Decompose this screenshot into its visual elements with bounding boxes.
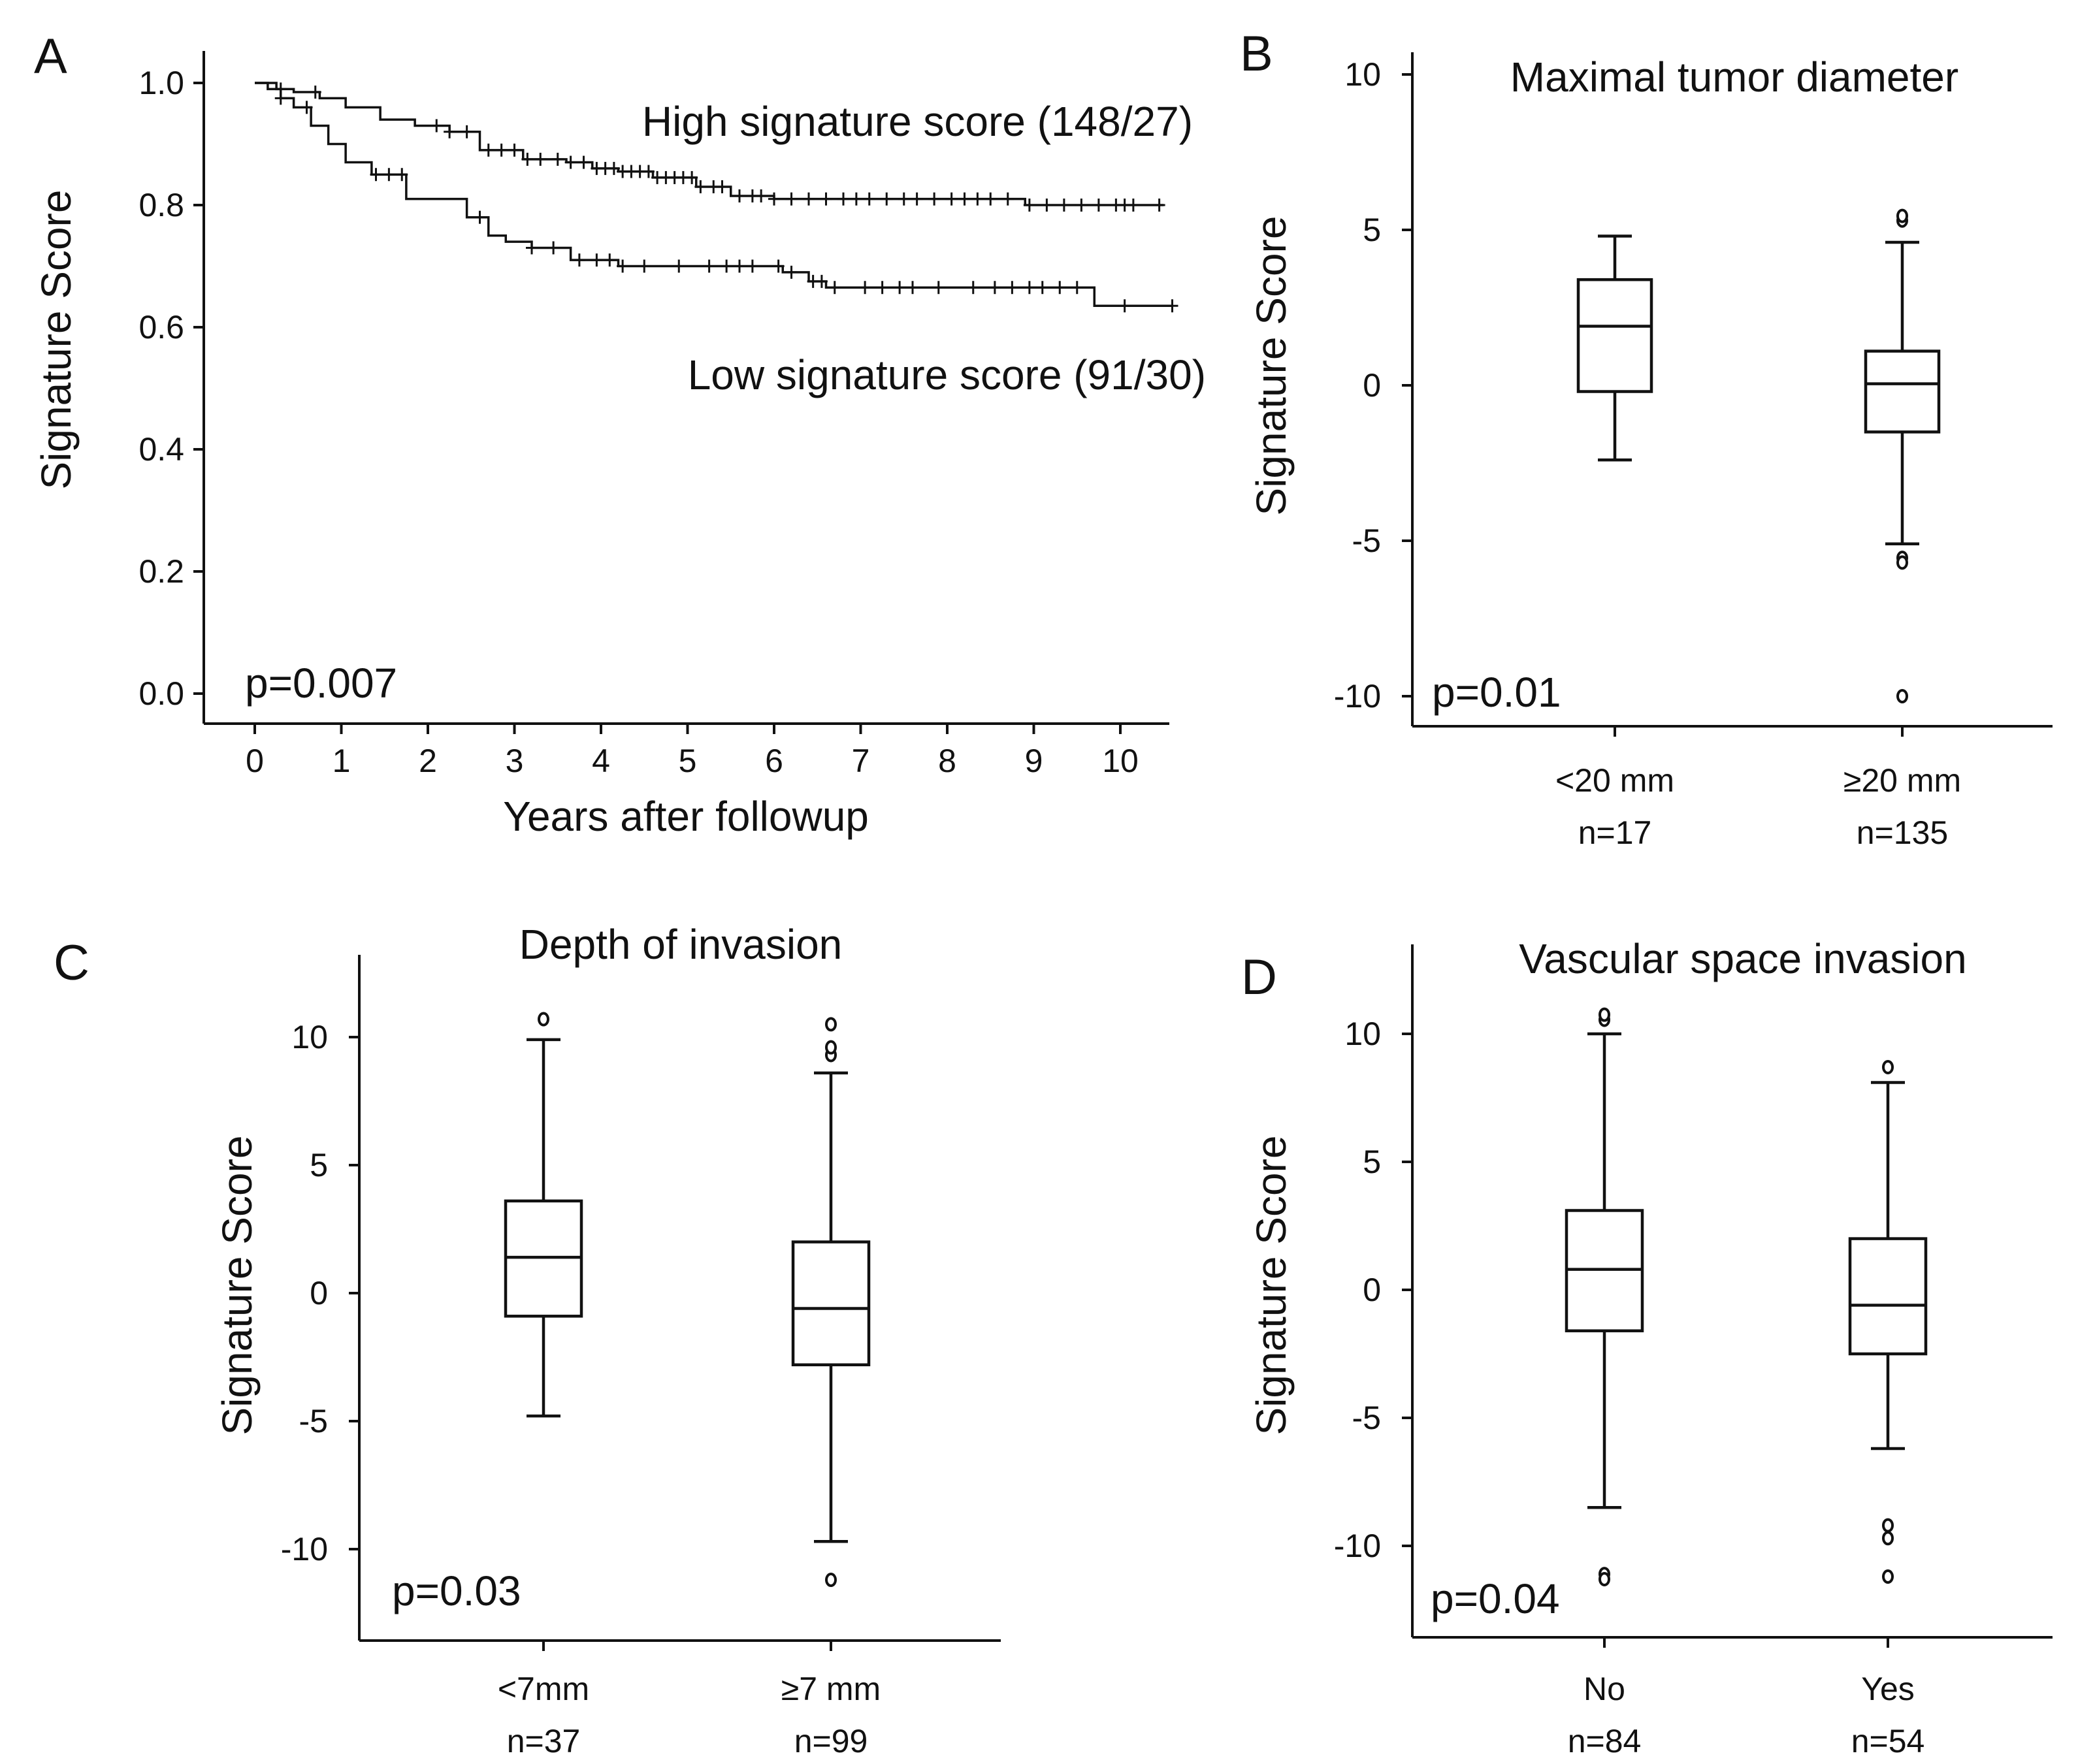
series-label: Low signature score (91/30)	[688, 351, 1206, 398]
y-axis-title: Signature Score	[1248, 216, 1295, 516]
y-tick-label: 0	[1363, 367, 1381, 404]
iqr-box	[1576, 278, 1653, 393]
outlier-point	[538, 1012, 549, 1027]
y-tick-label: 5	[1363, 212, 1381, 248]
y-tick-label: 1.0	[138, 65, 184, 101]
y-tick-label: 0	[1363, 1272, 1381, 1308]
x-tick-label: 2	[419, 743, 437, 779]
x-tick-label: 10	[1102, 743, 1139, 779]
p-value: p=0.03	[392, 1567, 521, 1614]
y-tick-label: 0	[310, 1275, 328, 1311]
outlier-point	[1896, 555, 1908, 570]
panel-d: D -10 -5 0 5 10 Vascular space invasion Signatu…	[1241, 935, 2053, 1759]
x-tick-label: 5	[679, 743, 697, 779]
iqr-box	[1864, 349, 1941, 434]
chart-title: Depth of invasion	[519, 921, 843, 968]
iqr-box	[1848, 1237, 1928, 1356]
category-label: ≥7 mm	[781, 1671, 881, 1707]
series-label: High signature score (148/27)	[642, 98, 1193, 145]
iqr-box	[791, 1240, 871, 1367]
category-label: Yes	[1861, 1671, 1915, 1707]
y-tick-label: 5	[1363, 1144, 1381, 1180]
x-axis-title: Years after followup	[503, 793, 869, 840]
category-label: <20 mm	[1555, 762, 1674, 799]
panel-letter: D	[1241, 950, 1277, 1005]
group-n-label: n=54	[1851, 1723, 1925, 1759]
outlier-point	[1896, 208, 1908, 223]
y-axis-title: Signature Score	[214, 1136, 261, 1435]
chart-title: Maximal tumor diameter	[1510, 54, 1958, 101]
group-n-label: n=37	[507, 1723, 581, 1759]
y-tick-label: 0.6	[138, 309, 184, 345]
y-tick-label: -10	[281, 1531, 328, 1567]
panel-b: B -10 -5 0 5 10 Maximal tumor diameter Signatur…	[1240, 26, 2053, 851]
y-tick-label: -10	[1334, 1528, 1381, 1564]
category-label: ≥20 mm	[1843, 762, 1961, 799]
y-tick-label: 0.2	[138, 553, 184, 590]
outlier-point	[825, 1040, 837, 1055]
y-tick-label: 10	[291, 1019, 328, 1055]
category-label: <7mm	[498, 1671, 589, 1707]
panel-c: C -10 -5 0 5 10 Depth of invasion Signature Sco…	[54, 921, 1001, 1759]
outlier-point	[1599, 1007, 1610, 1022]
x-tick-label: 7	[852, 743, 870, 779]
panel-letter: A	[34, 29, 67, 84]
outlier-point	[1882, 1518, 1894, 1533]
y-tick-label: -5	[1352, 1400, 1381, 1436]
y-tick-label: 0.4	[138, 431, 184, 468]
panel-a: A 0.0 0.2 0.4 0.6 0.8 1.0 0 1 2 3 4 5 6 7 8 9 10 Years aft…	[33, 29, 1206, 840]
x-tick-label: 8	[938, 743, 956, 779]
p-value: p=0.04	[1431, 1575, 1560, 1622]
chart-title: Vascular space invasion	[1519, 935, 1966, 982]
group-n-label: n=99	[794, 1723, 868, 1759]
panel-letter: B	[1240, 26, 1273, 82]
p-value: p=0.007	[245, 660, 397, 707]
outlier-point	[1882, 1569, 1894, 1584]
x-tick-label: 4	[592, 743, 610, 779]
x-tick-label: 9	[1025, 743, 1043, 779]
y-tick-label: -5	[299, 1403, 328, 1439]
y-tick-label: 10	[1344, 1016, 1381, 1052]
panel-letter: C	[54, 935, 89, 991]
x-tick-label: 0	[246, 743, 264, 779]
y-tick-label: 10	[1344, 56, 1381, 93]
y-axis-title: Signature Score	[1248, 1136, 1295, 1435]
group-n-label: n=17	[1578, 814, 1652, 851]
outlier-point	[825, 1017, 837, 1032]
outlier-point	[825, 1573, 837, 1588]
outlier-point	[1882, 1531, 1894, 1546]
x-tick-label: 6	[765, 743, 783, 779]
y-tick-label: 0.8	[138, 187, 184, 223]
y-tick-label: 5	[310, 1147, 328, 1183]
y-tick-label: -5	[1352, 522, 1381, 559]
x-tick-label: 1	[333, 743, 351, 779]
y-tick-label: 0.0	[138, 675, 184, 712]
x-tick-label: 3	[506, 743, 524, 779]
outlier-point	[1599, 1571, 1610, 1586]
group-n-label: n=84	[1568, 1723, 1642, 1759]
p-value: p=0.01	[1432, 669, 1561, 716]
group-n-label: n=135	[1857, 814, 1948, 851]
outlier-point	[1896, 689, 1908, 703]
category-label: No	[1583, 1671, 1625, 1707]
y-axis-title: Signature Score	[33, 190, 80, 490]
outlier-point	[1882, 1059, 1894, 1074]
y-tick-label: -10	[1334, 678, 1381, 714]
